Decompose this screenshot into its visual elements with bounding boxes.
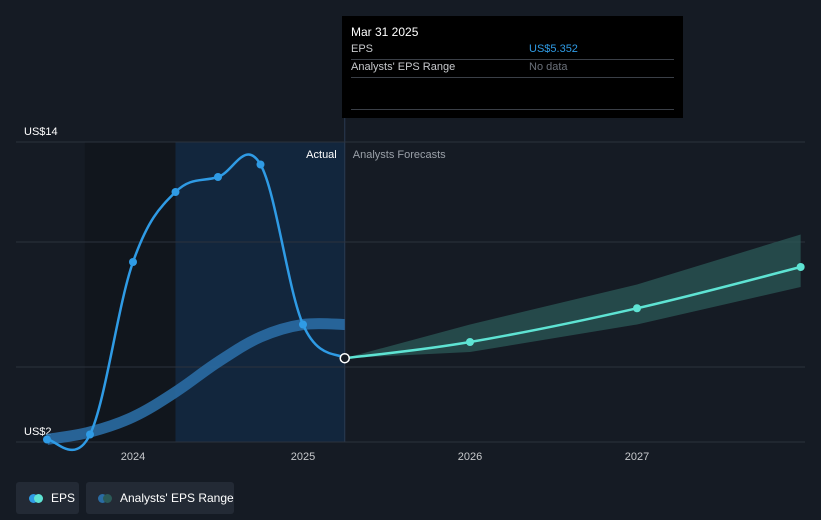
tooltip-row-eps: EPS US$5.352 (351, 41, 674, 60)
tooltip-eps-value: US$5.352 (529, 43, 578, 55)
x-tick-label-2026: 2026 (458, 451, 482, 463)
range-legend-swatch (98, 493, 112, 503)
x-tick-label-2025: 2025 (291, 451, 315, 463)
tooltip-row-range: Analysts' EPS Range No data (351, 59, 674, 78)
eps-actual-point (299, 320, 307, 329)
eps-actual-line (46, 153, 346, 452)
tooltip-divider (351, 91, 674, 110)
legend-range-label: Analysts' EPS Range (120, 491, 234, 505)
x-tick-label-2024: 2024 (121, 451, 145, 463)
y-tick-label-1: US$2 (24, 426, 52, 438)
tooltip-range-value: No data (529, 61, 568, 73)
forecast-range-band (344, 234, 801, 359)
eps-actual-point (256, 160, 265, 169)
tooltip-range-label: Analysts' EPS Range (351, 61, 456, 73)
eps-forecast-point (466, 338, 474, 346)
y-tick-label-0: US$14 (24, 126, 58, 138)
eps-legend-swatch (29, 493, 43, 503)
tooltip-date: Mar 31 2025 (351, 25, 419, 39)
eps-actual-point (86, 430, 94, 439)
actual-section-label: Actual (306, 149, 337, 161)
x-tick-label-2027: 2027 (625, 451, 649, 463)
eps-actual-point (43, 435, 51, 444)
legend-eps[interactable]: EPS (16, 482, 79, 514)
hover-tooltip: Mar 31 2025 EPS US$5.352 Analysts' EPS R… (342, 16, 683, 118)
actual-period-shade (175, 142, 345, 442)
legend-analysts-range[interactable]: Analysts' EPS Range (86, 482, 234, 514)
eps-actual-point (171, 188, 180, 196)
eps-forecast-point (796, 263, 805, 271)
legend-eps-label: EPS (51, 491, 76, 505)
forecast-section-label: Analysts Forecasts (353, 149, 446, 161)
eps-actual-point (129, 258, 137, 266)
tooltip-eps-label: EPS (351, 43, 374, 55)
eps-forecast-line (344, 265, 801, 360)
eps-forecast-point (633, 304, 641, 313)
eps-actual-point (214, 173, 222, 181)
eps-current-point (339, 352, 350, 364)
past-period-shade (84, 142, 176, 442)
